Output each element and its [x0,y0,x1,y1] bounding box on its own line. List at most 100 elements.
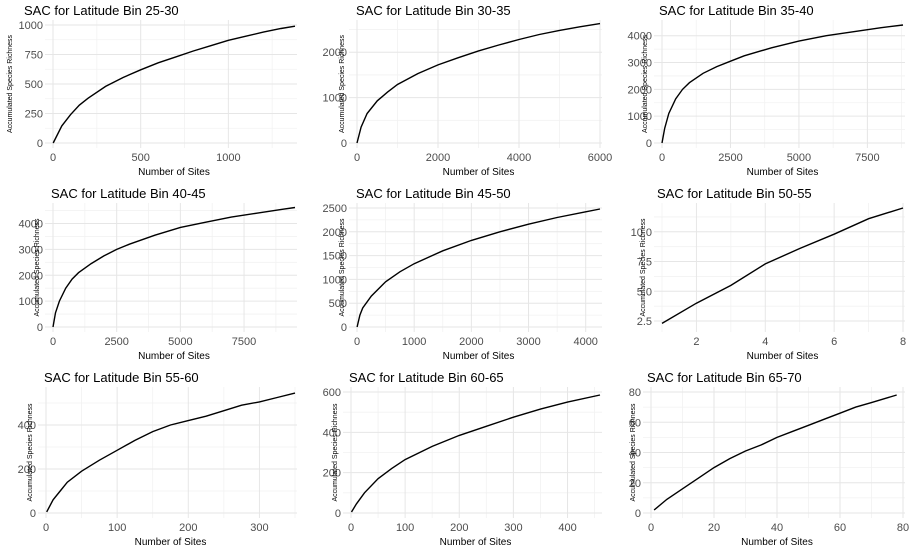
y-tick-label: 200 [18,464,36,476]
y-tick-label: 2500 [323,203,347,215]
x-axis-label: Number of Sites [440,537,512,548]
y-tick-label: 4000 [19,219,43,231]
x-axis-label: Number of Sites [138,351,210,362]
y-axis-label: Accumulated Species Richness [630,403,637,502]
y-tick-label: 0 [37,138,43,150]
y-tick-label: 1000 [323,274,347,286]
x-tick-label: 2000 [426,152,450,164]
x-tick-label: 0 [50,336,56,348]
x-tick-label: 8 [900,336,906,348]
y-tick-label: 1000 [19,20,43,32]
y-tick-label: 20 [629,478,641,490]
x-tick-label: 100 [396,522,414,534]
chart-panel-1: 0 500 1000 0 250 500 750 1000 SAC for Latitude B… [7,3,297,178]
x-tick-label: 1000 [216,152,240,164]
sac-curve [653,394,897,511]
y-tick-label: 5.0 [637,286,652,298]
chart-panel-2: 0 2000 4000 6000 0 1000 2000 SAC for Latitude B… [323,3,613,178]
y-tick-label: 0 [646,138,652,150]
x-tick-label: 2500 [104,336,128,348]
y-tick-label: 80 [629,387,641,399]
x-axis-label: Number of Sites [443,167,515,178]
y-axis-label: Accumulated Species Richness [332,403,339,502]
x-axis-label: Number of Sites [747,351,819,362]
y-axis-label: Accumulated Species Richness [640,218,647,317]
y-tick-label: 750 [25,50,43,62]
x-tick-label: 2000 [459,336,483,348]
chart-panel-8: 0 100 200 300 400 0 200 400 600 SAC for Latitude … [323,370,602,548]
y-axis-label: Accumulated Species Richness [27,403,34,502]
x-tick-label: 6 [831,336,837,348]
y-tick-label: 0 [341,138,347,150]
y-tick-label: 3000 [19,244,43,256]
y-tick-label: 2.5 [637,316,652,328]
chart-panel-3: 0 2500 5000 7500 0 1000 2000 3000 4000 SAC for La… [628,3,905,178]
x-tick-label: 60 [834,522,846,534]
x-tick-label: 4000 [573,336,597,348]
chart-title: SAC for Latitude Bin 55-60 [44,370,199,385]
y-tick-label: 400 [18,420,36,432]
x-axis-label: Number of Sites [741,537,813,548]
y-axis-label: Accumulated Species Richness [34,218,41,317]
sac-curve [52,25,296,144]
chart-panel-4: 0 2500 5000 7500 0 1000 2000 3000 4000 SAC for La… [19,186,297,362]
x-tick-label: 0 [648,522,654,534]
y-tick-label: 2000 [628,84,652,96]
y-tick-label: 2000 [323,227,347,239]
y-axis-label: Accumulated Species Richness [339,34,346,133]
y-tick-label: 1000 [628,111,652,123]
x-tick-label: 40 [771,522,783,534]
sac-curve [661,24,904,144]
x-tick-label: 1000 [402,336,426,348]
x-axis-label: Number of Sites [443,351,515,362]
chart-panel-7: 0 100 200 300 0 200 400 SAC for Latitude Bin 55… [18,370,297,548]
y-axis-label: Accumulated Species Richness [7,34,14,133]
y-axis-label: Accumulated Species Richness [339,218,346,317]
x-tick-label: 0 [354,336,360,348]
x-tick-label: 2500 [718,152,742,164]
x-axis-label: Number of Sites [135,537,207,548]
y-tick-label: 250 [25,109,43,121]
chart-title: SAC for Latitude Bin 40-45 [51,186,206,201]
x-tick-label: 6000 [588,152,612,164]
y-tick-label: 600 [323,387,341,399]
x-axis-label: Number of Sites [138,167,210,178]
y-tick-label: 2000 [323,47,347,59]
sac-curve [350,394,601,513]
y-tick-label: 10.0 [631,227,652,239]
x-tick-label: 400 [558,522,576,534]
sac-curve [661,207,904,325]
x-tick-label: 3000 [516,336,540,348]
chart-panel-6: 2 4 6 8 2.5 5.0 7.5 10.0 SAC for Latitude Bin 50… [631,186,906,362]
x-tick-label: 2 [693,336,699,348]
chart-title: SAC for Latitude Bin 65-70 [647,370,802,385]
chart-panel-5: 0 1000 2000 3000 4000 0 500 1000 1500 2000 2500 SAC… [323,186,602,362]
sac-curve [46,392,296,513]
y-tick-label: 1000 [19,296,43,308]
chart-title: SAC for Latitude Bin 30-35 [356,3,511,18]
sac-curve [356,208,601,328]
x-tick-label: 7500 [232,336,256,348]
x-tick-label: 500 [132,152,150,164]
x-tick-label: 0 [348,522,354,534]
x-tick-label: 0 [354,152,360,164]
x-tick-label: 0 [50,152,56,164]
x-tick-label: 7500 [855,152,879,164]
x-tick-label: 5000 [168,336,192,348]
chart-title: SAC for Latitude Bin 60-65 [349,370,504,385]
sac-curve [356,22,601,144]
y-tick-label: 0 [37,322,43,334]
x-tick-label: 300 [250,522,268,534]
y-axis-label: Accumulated Species Richness [642,34,649,133]
x-tick-label: 20 [708,522,720,534]
x-tick-label: 5000 [787,152,811,164]
y-tick-label: 500 [25,79,43,91]
chart-panel-9: 0 20 40 60 80 0 20 40 60 80 SAC for Latitude Bin 6… [629,370,909,548]
y-tick-label: 200 [323,468,341,480]
y-tick-label: 0 [635,508,641,520]
y-tick-label: 500 [329,298,347,310]
x-tick-label: 100 [108,522,126,534]
y-tick-label: 3000 [628,58,652,70]
chart-title: SAC for Latitude Bin 25-30 [24,3,179,18]
chart-title: SAC for Latitude Bin 50-55 [657,186,812,201]
